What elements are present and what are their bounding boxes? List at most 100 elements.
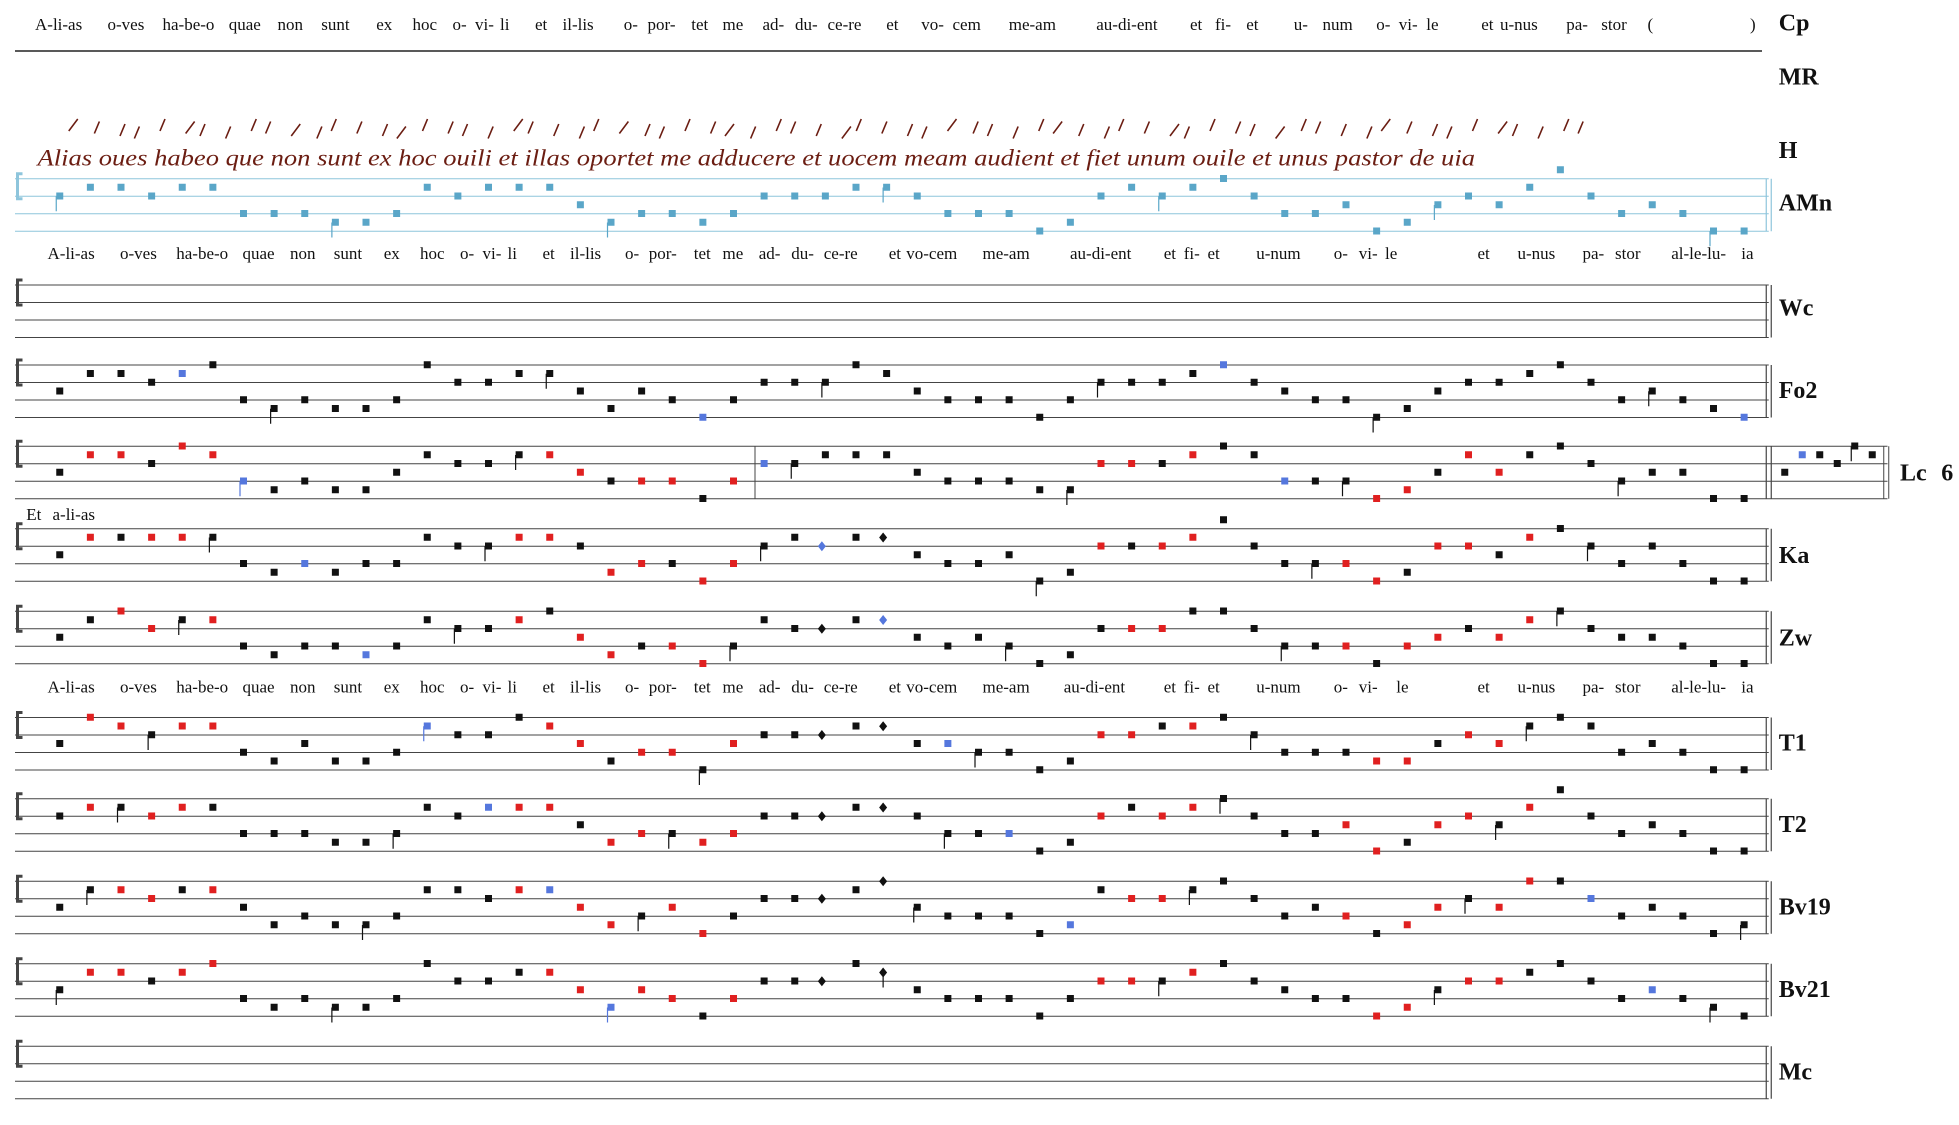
lyric-syllable: me-am	[983, 678, 1030, 697]
neume	[209, 616, 217, 624]
neume	[1281, 986, 1289, 994]
neume	[879, 721, 888, 732]
neume	[1526, 533, 1534, 541]
lyric-syllable: au-di-ent	[1064, 678, 1126, 697]
neume	[1311, 995, 1319, 1002]
manuscript-neume	[578, 126, 586, 139]
neume	[791, 895, 799, 902]
clef	[16, 604, 23, 633]
lyric-syllable: ia	[1741, 678, 1754, 697]
neume	[576, 903, 584, 911]
neume	[1648, 468, 1656, 476]
lyric-syllable: pa-	[1583, 678, 1605, 697]
neume	[638, 986, 646, 994]
neume	[607, 477, 615, 485]
neume	[607, 757, 615, 765]
neume	[56, 387, 64, 395]
lyric-syllable: et	[1208, 244, 1221, 263]
neume	[1097, 378, 1105, 386]
neume	[944, 740, 952, 747]
neume	[485, 625, 492, 632]
neume	[331, 757, 339, 765]
neume	[485, 542, 492, 550]
neume	[1648, 740, 1656, 747]
lyric-syllable: ha-be-o	[163, 15, 215, 34]
lyric-syllable: au-di-ent	[1070, 244, 1132, 263]
neume	[1158, 625, 1166, 632]
neume	[1036, 227, 1044, 235]
neume	[1434, 542, 1442, 550]
manuscript-neume	[264, 121, 272, 134]
lyric-syllable: ad-	[763, 15, 785, 34]
neume	[1495, 821, 1503, 829]
manuscript-neume	[1209, 118, 1216, 132]
neume	[1679, 748, 1687, 756]
neume	[913, 903, 921, 911]
neume	[423, 361, 431, 369]
lyric-syllable: sunt	[334, 678, 363, 697]
neume	[1587, 460, 1595, 467]
lyric-syllable: non	[290, 678, 316, 697]
lyric-syllable: pa-	[1583, 244, 1605, 263]
neume	[1434, 821, 1442, 829]
manuscript-neume	[593, 118, 600, 132]
neume	[1434, 986, 1442, 994]
staff-label: Cp	[1779, 11, 1810, 37]
neume	[1036, 930, 1044, 937]
neume	[1618, 560, 1626, 567]
manuscript-neume	[421, 118, 429, 132]
neume	[1710, 577, 1717, 585]
neume	[1587, 542, 1595, 550]
neume	[1220, 960, 1227, 967]
neume	[1250, 451, 1258, 459]
manuscript-neume	[881, 121, 888, 134]
manuscript-neume	[224, 126, 232, 139]
neume	[240, 210, 247, 217]
neume	[1740, 495, 1748, 502]
neume	[1097, 731, 1105, 739]
lyric-syllable: pa-	[1566, 15, 1588, 34]
neume	[760, 616, 768, 624]
neume	[1648, 821, 1656, 829]
neume	[1740, 660, 1748, 667]
neume	[879, 615, 888, 625]
staff-label: T2	[1779, 812, 1807, 838]
lyric-syllable: vi-	[1399, 15, 1418, 34]
manuscript-neume	[447, 121, 454, 134]
neume	[1495, 740, 1503, 747]
lyric-syllable: et	[1164, 678, 1177, 697]
lyric-syllable: ia	[1741, 244, 1754, 263]
lyric-syllable: o-	[625, 244, 640, 263]
neume	[913, 468, 921, 476]
neume	[1556, 166, 1564, 174]
clef	[16, 711, 23, 739]
neume	[362, 757, 370, 765]
neume	[1066, 396, 1074, 404]
clef	[16, 439, 23, 468]
neume	[301, 912, 309, 920]
manuscript-neume	[1431, 123, 1439, 137]
neume	[148, 192, 156, 200]
neume	[1097, 460, 1105, 467]
neume	[1373, 495, 1381, 502]
neume	[454, 886, 462, 894]
neume	[852, 361, 860, 369]
neume	[1220, 516, 1227, 524]
neume	[485, 183, 492, 191]
manuscript-text: Alias oues habeo que non sunt ex hoc oui…	[35, 145, 1475, 170]
neume	[209, 533, 217, 541]
neume	[638, 210, 646, 217]
neume	[883, 451, 891, 459]
manuscript-neume	[644, 123, 651, 137]
lyric-syllable: et	[535, 15, 548, 34]
neume	[1189, 968, 1197, 976]
lyric-syllable: non	[290, 244, 316, 263]
neume	[86, 616, 94, 624]
neume	[879, 532, 888, 543]
neume	[240, 396, 247, 404]
neume	[240, 995, 247, 1002]
neume	[1250, 192, 1258, 200]
neume	[668, 748, 676, 756]
clef	[16, 522, 23, 551]
